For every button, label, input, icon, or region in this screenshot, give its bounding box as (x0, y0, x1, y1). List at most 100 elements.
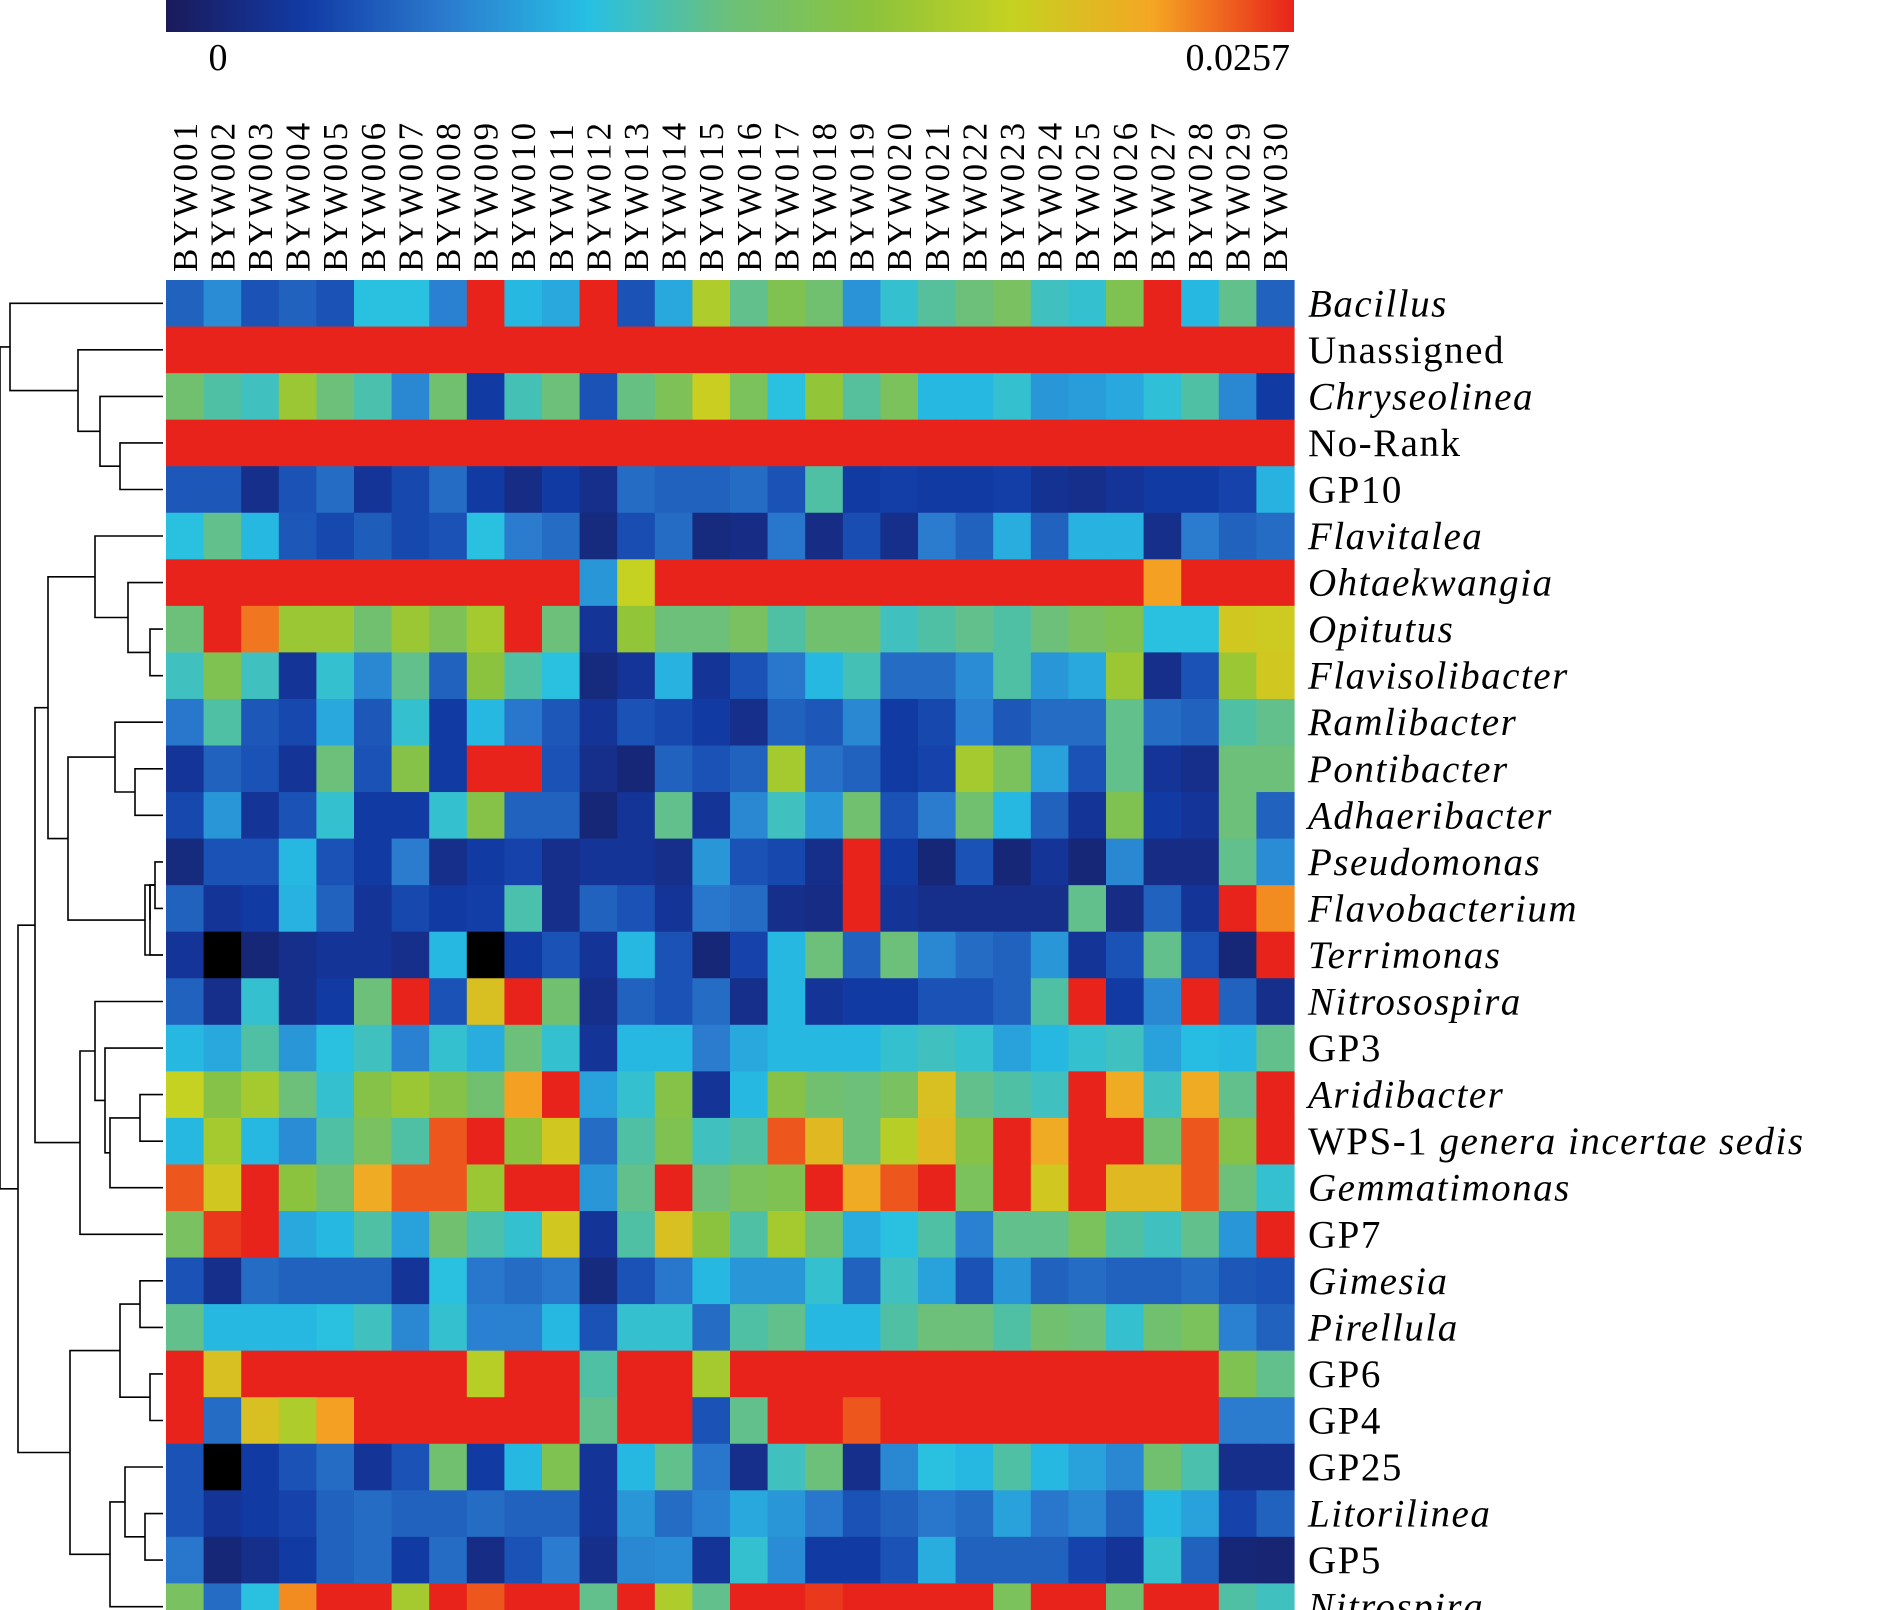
heatmap-cell (1218, 373, 1257, 421)
heatmap-cell (203, 373, 242, 421)
heatmap-cell (1256, 605, 1295, 653)
heatmap-cell (1030, 792, 1069, 840)
heatmap-cell (805, 838, 844, 886)
heatmap-cell (1106, 1117, 1145, 1166)
heatmap-cell (1143, 978, 1182, 1026)
heatmap-cell (918, 1164, 957, 1212)
column-label: BYW016 (730, 120, 769, 272)
heatmap-cell (542, 1024, 581, 1072)
heatmap-cell (1256, 1304, 1295, 1352)
heatmap-cell (1106, 326, 1145, 374)
heatmap-cell (993, 373, 1032, 421)
heatmap-cell (842, 885, 881, 933)
heatmap-cell (203, 1397, 242, 1445)
heatmap-cell (1106, 419, 1145, 467)
heatmap-cell (617, 326, 656, 374)
heatmap-cell (805, 1536, 844, 1584)
heatmap-cell (466, 1164, 505, 1212)
heatmap-cell (166, 1397, 205, 1445)
heatmap-cell (316, 1071, 355, 1119)
heatmap-cell (166, 466, 205, 514)
heatmap-cell (429, 559, 468, 607)
heatmap-cell (993, 419, 1032, 467)
row-label: GP10 (1308, 468, 1403, 511)
heatmap-cell (993, 931, 1032, 979)
heatmap-cell (654, 1490, 693, 1538)
heatmap-cell (391, 1071, 430, 1119)
heatmap-cell (654, 978, 693, 1026)
heatmap-cell (542, 1536, 581, 1584)
heatmap-cell (354, 1117, 393, 1166)
heatmap-cell (429, 978, 468, 1026)
heatmap-cell (316, 373, 355, 421)
heatmap-cell (730, 698, 769, 747)
heatmap-cell (1181, 1443, 1220, 1491)
heatmap-cell (692, 1583, 731, 1610)
row-label: Nitrosospira (1307, 981, 1522, 1024)
heatmap-cell (1030, 1164, 1069, 1212)
heatmap-cell (466, 373, 505, 421)
heatmap-cell (880, 605, 919, 653)
heatmap-cell (692, 1350, 731, 1398)
heatmap-cell (1030, 885, 1069, 933)
heatmap-cell (955, 1211, 994, 1259)
heatmap-cell (730, 792, 769, 840)
heatmap-cell (617, 1164, 656, 1212)
heatmap-cell (1256, 1397, 1295, 1445)
heatmap-cell (542, 280, 581, 328)
heatmap-cell (918, 326, 957, 374)
heatmap-cell (429, 1211, 468, 1259)
heatmap-cell (166, 326, 205, 374)
heatmap-cell (654, 1117, 693, 1166)
heatmap-cell (166, 1350, 205, 1398)
row-label: GP6 (1308, 1353, 1382, 1396)
heatmap-cell (166, 559, 205, 607)
heatmap-cell (805, 605, 844, 653)
heatmap-cell (993, 1257, 1032, 1305)
heatmap-cell (1068, 1164, 1107, 1212)
heatmap-cell (767, 652, 806, 700)
heatmap-cell (1181, 931, 1220, 979)
heatmap-cell (692, 1536, 731, 1584)
heatmap-cell (730, 1490, 769, 1538)
heatmap-cell (391, 698, 430, 747)
heatmap-cell (579, 885, 618, 933)
heatmap-cell (166, 1583, 205, 1610)
heatmap-cell (692, 466, 731, 514)
heatmap-cell (1143, 373, 1182, 421)
heatmap-cell (354, 326, 393, 374)
heatmap-cell (1030, 1071, 1069, 1119)
dendrogram-link (94, 535, 163, 619)
heatmap-cell (805, 885, 844, 933)
heatmap-cell (1068, 1397, 1107, 1445)
heatmap-cell (767, 419, 806, 467)
heatmap-cell (1106, 745, 1145, 793)
heatmap-cell (241, 373, 280, 421)
heatmap-cell (429, 838, 468, 886)
heatmap-cell (654, 1397, 693, 1445)
heatmap-cell (354, 1257, 393, 1305)
heatmap-cell (805, 1350, 844, 1398)
heatmap-cell (316, 792, 355, 840)
heatmap-cell (1143, 1350, 1182, 1398)
heatmap-cell (617, 1536, 656, 1584)
heatmap-cell (1143, 326, 1182, 374)
heatmap-cell (278, 745, 317, 793)
heatmap-cell (730, 1443, 769, 1491)
heatmap-cell (504, 373, 543, 421)
heatmap-cell (993, 885, 1032, 933)
heatmap-cell (316, 1397, 355, 1445)
heatmap-cell (617, 978, 656, 1026)
heatmap-cell (354, 792, 393, 840)
heatmap-cell (278, 652, 317, 700)
heatmap-cell (504, 652, 543, 700)
heatmap-cell (429, 1536, 468, 1584)
heatmap-cell (241, 605, 280, 653)
heatmap-cell (542, 1117, 581, 1166)
heatmap-cell (1143, 512, 1182, 560)
heatmap-cell (1181, 512, 1220, 560)
heatmap-cell (542, 1490, 581, 1538)
heatmap-cell (880, 698, 919, 747)
heatmap-cell (730, 280, 769, 328)
heatmap-cell (1218, 652, 1257, 700)
